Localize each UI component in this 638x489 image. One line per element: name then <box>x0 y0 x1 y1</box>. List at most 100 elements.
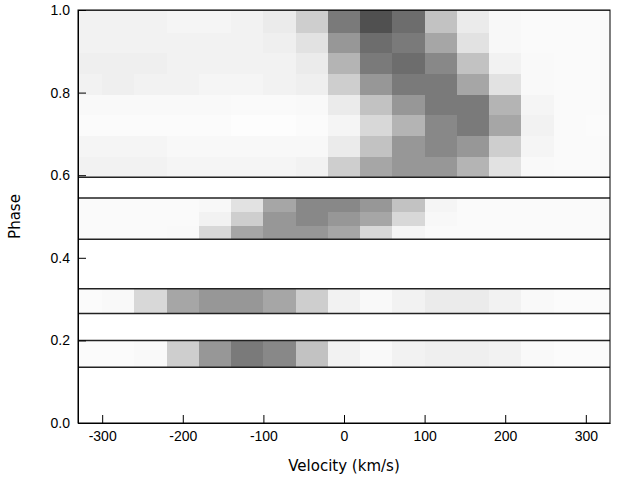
heatmap-cell <box>457 95 490 116</box>
heatmap-cell <box>489 95 522 116</box>
x-tick-label: 300 <box>575 428 599 444</box>
heatmap-cell <box>521 10 554 33</box>
heatmap-cell <box>231 226 264 240</box>
heatmap-cell <box>425 226 458 240</box>
heatmap-cell <box>392 33 425 54</box>
heatmap-cell <box>102 95 135 116</box>
heatmap-cell <box>586 33 610 54</box>
heatmap-cell <box>457 157 490 178</box>
heatmap-cell <box>328 10 361 33</box>
heatmap-cell <box>78 289 103 314</box>
heatmap-cell <box>521 136 554 157</box>
heatmap-cell <box>328 226 361 240</box>
heatmap-cell <box>296 33 329 54</box>
strip-border <box>78 288 610 290</box>
x-tick: 200 <box>494 415 518 444</box>
heatmap-cell <box>425 289 458 314</box>
heatmap-cell <box>392 289 425 314</box>
heatmap-cell <box>328 115 361 136</box>
heatmap-cell <box>296 340 329 367</box>
heatmap-cell <box>586 340 610 367</box>
heatmap-cell <box>586 74 610 95</box>
heatmap-cell <box>167 53 200 74</box>
heatmap-cell <box>263 340 296 367</box>
heatmap-cell <box>392 198 425 212</box>
plot-area: -300-200-10001002003000.00.20.40.60.81.0 <box>51 2 619 444</box>
heatmap-cell <box>78 198 103 212</box>
x-tick-label: 0 <box>341 428 349 444</box>
heatmap-cell <box>392 157 425 178</box>
heatmap-cell <box>78 157 103 178</box>
heatmap-cell <box>489 10 522 33</box>
heatmap-cell <box>489 74 522 95</box>
x-axis-title: Velocity (km/s) <box>288 457 399 475</box>
heatmap-cell <box>586 226 610 240</box>
heatmap-cell <box>78 115 103 136</box>
heatmap-cell <box>489 53 522 74</box>
x-axis-line <box>79 423 611 424</box>
heatmap-cell <box>457 340 490 367</box>
y-tick: 0.4 <box>51 250 86 266</box>
heatmap-cell <box>296 289 329 314</box>
x-tick-mark <box>102 415 103 423</box>
x-tick-label: -200 <box>169 428 197 444</box>
heatmap-cell <box>199 157 232 178</box>
heatmap-cell <box>134 226 167 240</box>
heatmap-cell <box>392 340 425 367</box>
heatmap-cell <box>328 33 361 54</box>
heatmap-cell <box>425 340 458 367</box>
heatmap-cell <box>425 53 458 74</box>
plot-frame <box>78 10 610 423</box>
heatmap-cell <box>263 157 296 178</box>
heatmap-cell <box>78 226 103 240</box>
strip-border <box>78 238 610 240</box>
heatmap-cell <box>102 198 135 212</box>
heatmap-cell <box>425 74 458 95</box>
heatmap-cell <box>554 10 587 33</box>
heatmap-cell <box>586 136 610 157</box>
chart: -300-200-10001002003000.00.20.40.60.81.0… <box>0 0 638 489</box>
heatmap-cell <box>134 340 167 367</box>
heatmap-cell <box>521 74 554 95</box>
heatmap-cell <box>586 198 610 212</box>
heatmap-cell <box>78 74 103 95</box>
heatmap-cell <box>586 157 610 178</box>
y-tick-label: 0.0 <box>51 415 71 431</box>
heatmap-cell <box>521 289 554 314</box>
x-tick: -300 <box>89 415 117 444</box>
x-tick-label: 100 <box>413 428 437 444</box>
heatmap-cell <box>167 10 200 33</box>
heatmap-cell <box>457 226 490 240</box>
heatmap-cell <box>296 198 329 212</box>
heatmap-cell <box>425 10 458 33</box>
heatmap-cell <box>586 10 610 33</box>
heatmap-cell <box>360 33 393 54</box>
heatmap-cell <box>554 95 587 116</box>
heatmap-cell <box>328 198 361 212</box>
heatmap-cell <box>102 33 135 54</box>
heatmap-cell <box>231 340 264 367</box>
heatmap-cell <box>489 136 522 157</box>
heatmap-cell <box>199 115 232 136</box>
heatmap-cell <box>78 10 103 33</box>
x-tick-label: -100 <box>250 428 278 444</box>
y-tick-label: 0.2 <box>51 332 71 348</box>
heatmap-cell <box>102 289 135 314</box>
y-tick: 0.6 <box>51 167 86 183</box>
heatmap-cell <box>134 33 167 54</box>
heatmap-cell <box>360 157 393 178</box>
heatmap-cell <box>328 53 361 74</box>
heatmap-cell <box>521 33 554 54</box>
y-tick-mark <box>78 340 86 341</box>
x-tick: 0 <box>341 415 349 444</box>
heatmap-cell <box>360 340 393 367</box>
strip-border <box>78 366 610 368</box>
heatmap-cell <box>554 157 587 178</box>
heatmap-cell <box>425 115 458 136</box>
cells <box>78 10 610 367</box>
heatmap-cell <box>521 115 554 136</box>
heatmap-cell <box>489 226 522 240</box>
heatmap-cell <box>521 212 554 226</box>
heatmap-cell <box>263 33 296 54</box>
x-tick-mark <box>344 415 345 423</box>
